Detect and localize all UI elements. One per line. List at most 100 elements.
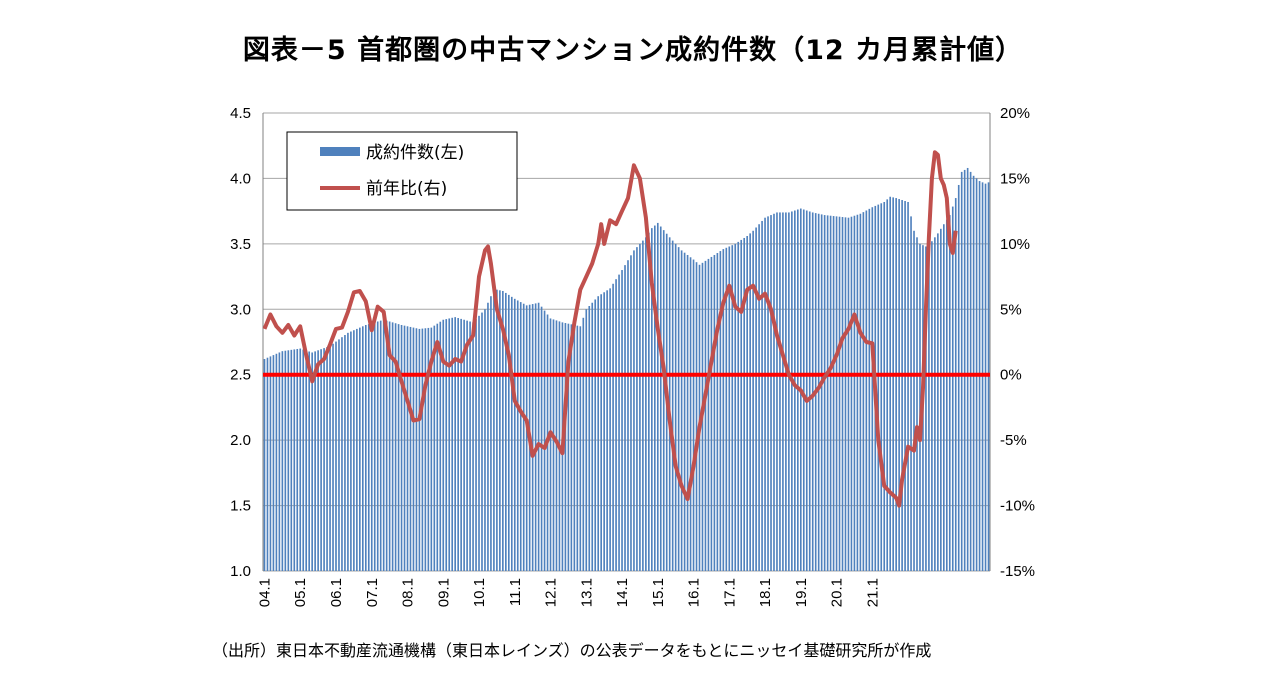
bar	[469, 321, 471, 571]
x-tick-label: 20.1	[829, 578, 846, 607]
bar	[552, 319, 555, 571]
bar	[418, 328, 421, 571]
yoy-line	[262, 150, 958, 508]
bar	[332, 343, 334, 571]
x-tick-label: 15.1	[650, 578, 667, 607]
x-tick-label: 07.1	[364, 578, 381, 607]
bar	[350, 331, 352, 571]
bar	[829, 215, 832, 571]
bar	[841, 217, 844, 571]
bar	[302, 349, 305, 571]
bar	[826, 215, 829, 571]
bar	[621, 270, 623, 571]
x-tick-label: 16.1	[686, 578, 703, 607]
bar	[359, 327, 361, 571]
bar	[430, 327, 433, 571]
bar	[948, 215, 951, 571]
bar	[758, 224, 760, 572]
bar	[487, 302, 489, 571]
left-axis-ticks: 1.0 1.5 2.0 2.5 3.0 3.5 4.0 4.5	[230, 105, 251, 580]
bar	[478, 315, 480, 571]
bar	[394, 323, 397, 571]
bar	[835, 216, 838, 571]
bar	[612, 283, 614, 571]
bar	[963, 169, 966, 572]
x-axis-ticks: 04.1 05.1 06.1 07.1 08.1 09.1 10.1 11.1 12.1 13.1…	[256, 578, 881, 607]
left-tick-label: 3.5	[230, 236, 251, 253]
bar	[582, 317, 585, 571]
bar	[543, 310, 546, 571]
bar	[767, 216, 769, 571]
bar	[463, 319, 465, 571]
bar	[898, 199, 900, 572]
x-tick-label: 10.1	[471, 578, 488, 607]
bar	[847, 217, 850, 571]
bar	[648, 232, 650, 572]
bar	[960, 171, 963, 571]
bar	[391, 322, 394, 571]
bar	[317, 350, 319, 571]
bar	[338, 339, 340, 571]
bar	[427, 327, 430, 571]
bar	[984, 183, 987, 571]
bar	[579, 326, 582, 571]
bar	[954, 198, 957, 571]
bar	[385, 320, 388, 571]
bar	[269, 356, 272, 571]
left-tick-label: 1.5	[230, 498, 251, 515]
bar	[928, 243, 930, 572]
x-tick-label: 14.1	[614, 578, 631, 607]
bar	[674, 243, 677, 572]
x-tick-label: 06.1	[328, 578, 345, 607]
bar	[710, 256, 713, 571]
bar	[651, 228, 653, 571]
bar	[764, 217, 766, 571]
bar	[734, 243, 737, 572]
left-tick-label: 1.0	[230, 563, 251, 580]
bar	[707, 258, 710, 571]
bar	[412, 327, 415, 571]
bar	[525, 305, 528, 571]
bar	[341, 337, 343, 571]
bar	[624, 265, 626, 571]
bar	[373, 322, 376, 571]
bar	[916, 237, 918, 571]
right-tick-label: 0%	[1000, 367, 1022, 384]
bar	[347, 332, 349, 571]
bar	[779, 212, 781, 571]
legend-box	[286, 131, 518, 211]
bar	[969, 171, 972, 571]
bar	[284, 350, 287, 571]
right-axis-ticks: -15% -10% -5% 0% 5% 10% 15% 20%	[1000, 105, 1035, 580]
bar	[305, 350, 308, 571]
bar	[603, 292, 605, 571]
bar	[513, 298, 516, 571]
bar	[549, 318, 552, 571]
right-tick-label: 15%	[1000, 170, 1030, 187]
bar	[805, 210, 808, 572]
bar	[832, 216, 835, 572]
bar	[951, 206, 954, 571]
bar	[656, 222, 659, 572]
bar	[379, 320, 382, 571]
bar	[945, 219, 948, 571]
bar	[791, 211, 793, 571]
bar	[773, 213, 775, 571]
bar	[937, 233, 939, 571]
bar	[722, 249, 725, 571]
bar	[838, 216, 841, 571]
bar	[519, 302, 522, 571]
bar	[344, 335, 346, 571]
bar	[680, 250, 683, 571]
bar	[424, 328, 427, 571]
bar	[728, 246, 731, 571]
bar	[880, 203, 883, 572]
bar	[356, 328, 358, 571]
x-tick-label: 11.1	[507, 578, 524, 606]
bar	[472, 322, 474, 571]
bar	[725, 247, 728, 571]
bar	[615, 279, 617, 571]
source-note: （出所）東日本不動産流通機構（東日本レインズ）の公表データをもとにニッセイ基礎研…	[212, 641, 932, 660]
x-tick-label: 04.1	[256, 578, 273, 607]
bar	[788, 212, 790, 571]
